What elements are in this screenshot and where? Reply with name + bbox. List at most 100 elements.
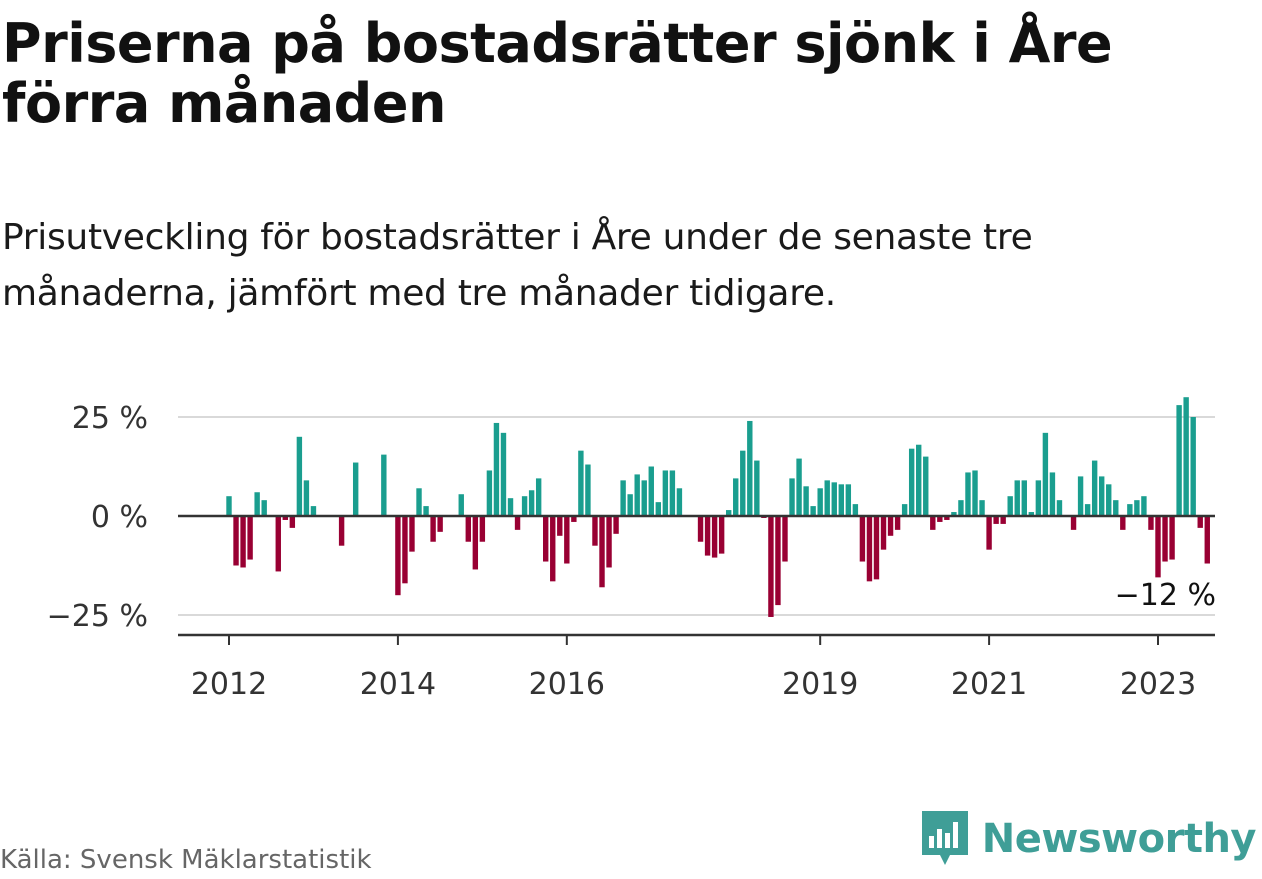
bar bbox=[430, 516, 436, 542]
bar bbox=[550, 516, 556, 582]
bar bbox=[887, 516, 894, 536]
bar bbox=[782, 516, 788, 562]
bar bbox=[986, 516, 992, 550]
bar bbox=[585, 464, 591, 516]
bar bbox=[592, 516, 598, 546]
bar bbox=[1035, 480, 1042, 516]
bar bbox=[226, 496, 232, 516]
bar bbox=[557, 516, 563, 536]
bar bbox=[310, 506, 317, 516]
newsworthy-brand: Newsworthy bbox=[920, 809, 1257, 869]
x-tick-label: 2012 bbox=[191, 667, 267, 702]
bar bbox=[655, 502, 662, 516]
bar bbox=[500, 432, 507, 516]
bar bbox=[543, 516, 549, 562]
bar bbox=[972, 470, 978, 516]
bar bbox=[416, 488, 422, 516]
source-note: Källa: Svensk Mäklarstatistik bbox=[0, 845, 372, 875]
bar bbox=[993, 516, 999, 524]
bar-chart: 25 % 0 % −25 % 2012 2014 2016 2019 2021 2023 −12 … bbox=[47, 397, 1216, 702]
gridlines bbox=[178, 416, 1215, 616]
bar bbox=[852, 504, 859, 516]
bar bbox=[578, 450, 584, 516]
bar bbox=[486, 470, 493, 516]
bar bbox=[599, 516, 605, 588]
bar bbox=[908, 448, 915, 516]
bar bbox=[620, 480, 626, 516]
bar bbox=[718, 516, 725, 554]
bar bbox=[1155, 516, 1161, 578]
x-tick-label: 2014 bbox=[360, 667, 436, 702]
bar bbox=[810, 506, 816, 516]
bar bbox=[606, 516, 612, 568]
axes bbox=[178, 514, 1215, 645]
bar bbox=[704, 516, 711, 556]
bar bbox=[282, 516, 288, 520]
bar bbox=[866, 516, 873, 582]
bar bbox=[965, 472, 971, 516]
bar bbox=[507, 498, 514, 516]
bar bbox=[289, 516, 296, 528]
bar bbox=[944, 516, 950, 520]
bar bbox=[859, 516, 866, 562]
y-tick-label: −25 % bbox=[47, 599, 148, 634]
bar bbox=[845, 484, 852, 516]
bar bbox=[880, 516, 887, 550]
bar bbox=[1056, 500, 1063, 516]
bar bbox=[472, 516, 479, 570]
bar bbox=[1162, 516, 1168, 562]
bar bbox=[409, 516, 415, 552]
x-tick-label: 2021 bbox=[951, 667, 1027, 702]
bar bbox=[1113, 500, 1119, 516]
bar bbox=[261, 500, 267, 516]
bar bbox=[634, 474, 640, 516]
bar bbox=[1007, 496, 1013, 516]
bar bbox=[648, 466, 654, 516]
bar bbox=[747, 420, 753, 516]
bar bbox=[803, 486, 809, 516]
bar bbox=[254, 492, 260, 516]
bar bbox=[697, 516, 704, 542]
bar bbox=[958, 500, 964, 516]
bar bbox=[1127, 504, 1133, 516]
bar bbox=[725, 510, 732, 516]
bar bbox=[613, 516, 619, 534]
bar bbox=[1183, 397, 1189, 516]
bar bbox=[641, 480, 647, 516]
bar bbox=[740, 450, 746, 516]
bar bbox=[1148, 516, 1154, 530]
bar bbox=[1106, 484, 1112, 516]
bar bbox=[479, 516, 486, 542]
bar bbox=[754, 460, 760, 516]
bar bbox=[901, 504, 908, 516]
x-tick-label: 2023 bbox=[1120, 667, 1196, 702]
bar bbox=[930, 516, 936, 530]
bars bbox=[226, 397, 1210, 617]
latest-value-annotation: −12 % bbox=[1115, 578, 1216, 613]
bar bbox=[1091, 460, 1098, 516]
bar bbox=[423, 506, 429, 516]
bar bbox=[1028, 512, 1035, 516]
bar bbox=[1014, 480, 1020, 516]
bar bbox=[465, 516, 471, 542]
bar bbox=[979, 500, 985, 516]
bar bbox=[1197, 516, 1203, 528]
bar bbox=[1042, 432, 1049, 516]
brand-name: Newsworthy bbox=[981, 816, 1257, 862]
bar bbox=[873, 516, 880, 580]
bar bbox=[571, 516, 577, 522]
bar bbox=[1176, 405, 1182, 516]
chart-subtitle: Prisutveckling för bostadsrätter i Åre u… bbox=[2, 217, 1033, 314]
bar bbox=[733, 478, 739, 516]
bar bbox=[493, 422, 500, 516]
bar bbox=[894, 516, 901, 530]
y-tick-label: 0 % bbox=[91, 500, 148, 535]
bar bbox=[1084, 504, 1091, 516]
x-tick-label: 2016 bbox=[529, 667, 605, 702]
bar bbox=[662, 470, 669, 516]
bar bbox=[303, 480, 310, 516]
bar bbox=[711, 516, 718, 558]
bar bbox=[296, 436, 303, 516]
chart-title: Priserna på bostadsrätter sjönk i Åre fö… bbox=[2, 12, 1113, 135]
bar bbox=[817, 488, 823, 516]
